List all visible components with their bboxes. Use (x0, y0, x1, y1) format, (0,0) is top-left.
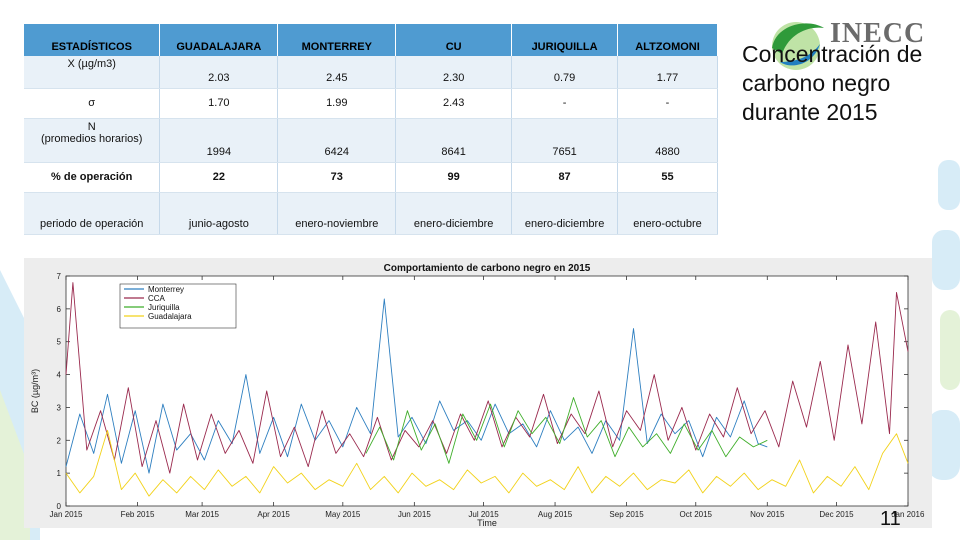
y-tick-label: 3 (57, 403, 62, 412)
y-tick-label: 7 (57, 272, 62, 281)
chart-title: Comportamiento de carbono negro en 2015 (384, 263, 591, 274)
chart-container: Comportamiento de carbono negro en 2015 0… (24, 258, 932, 528)
table-cell: 22 (159, 162, 279, 193)
x-tick-label: Mar 2015 (185, 510, 219, 519)
y-axis-title: BC (µg/m³) (30, 369, 40, 413)
table-cell: 8641 (395, 118, 513, 163)
y-tick-label: 4 (57, 371, 62, 380)
x-tick-label: Oct 2015 (680, 510, 713, 519)
table-cell: 87 (511, 162, 619, 193)
leaf-globe-icon (772, 22, 824, 70)
legend-label: Guadalajara (148, 312, 192, 321)
table-header-cell: GUADALAJARA (159, 24, 279, 56)
x-tick-label: Jun 2015 (398, 510, 431, 519)
x-tick-label: Aug 2015 (538, 510, 573, 519)
table-cell: 1994 (159, 118, 279, 163)
table-cell: 1.70 (159, 88, 279, 119)
table-cell: 4880 (617, 118, 718, 163)
table-header-row: ESTADÍSTICOS GUADALAJARA MONTERREY CU JU… (24, 24, 718, 56)
statistics-table: ESTADÍSTICOS GUADALAJARA MONTERREY CU JU… (24, 24, 718, 235)
legend-label: Monterrey (148, 285, 184, 294)
table-row: σ 1.70 1.99 2.43 - - (24, 88, 718, 119)
table-cell: junio-agosto (159, 192, 279, 235)
x-tick-label: Jan 2015 (50, 510, 83, 519)
table-row: % de operación 22 73 99 87 55 (24, 162, 718, 193)
y-tick-label: 5 (57, 338, 62, 347)
y-tick-label: 6 (57, 305, 62, 314)
table-row: N (promedios horarios) 1994 6424 8641 76… (24, 118, 718, 163)
table-cell: 1.77 (617, 56, 718, 89)
row-label: N (promedios horarios) (24, 118, 161, 163)
table-header-cell: ALTZOMONI (617, 24, 718, 56)
table-cell: 6424 (277, 118, 397, 163)
y-tick-label: 0 (57, 502, 62, 511)
series-line-guadalajara (65, 429, 909, 497)
x-axis-title: Time (477, 518, 497, 528)
x-tick-label: Jan 2016 (892, 510, 925, 519)
x-tick-label: Nov 2015 (750, 510, 785, 519)
x-tick-label: Feb 2015 (121, 510, 155, 519)
table-cell: 2.45 (277, 56, 397, 89)
table-header-cell: JURIQUILLA (511, 24, 619, 56)
table-cell: 2.30 (395, 56, 513, 89)
x-tick-label: May 2015 (325, 510, 361, 519)
table-header-cell: MONTERREY (277, 24, 397, 56)
table-cell: 55 (617, 162, 718, 193)
table-cell: 99 (395, 162, 513, 193)
x-tick-label: Sep 2015 (609, 510, 644, 519)
logo-text: INECC (830, 18, 926, 49)
series-line-monterrey (65, 298, 768, 474)
table-cell: enero-octubre (617, 192, 718, 235)
x-tick-label: Dec 2015 (819, 510, 854, 519)
y-tick-label: 1 (57, 469, 62, 478)
table-row: X (µg/m3) 2.03 2.45 2.30 0.79 1.77 (24, 56, 718, 89)
row-label: X (µg/m3) (24, 56, 161, 89)
page-number: 11 (880, 508, 901, 530)
legend-label: CCA (148, 294, 166, 303)
table-header-cell: ESTADÍSTICOS (24, 24, 161, 56)
series-line-cca (65, 282, 909, 474)
table-cell: enero-diciembre (395, 192, 513, 235)
row-label: σ (24, 88, 161, 119)
legend-box (119, 283, 237, 329)
table-row: periodo de operación junio-agosto enero-… (24, 192, 718, 235)
table-header-cell: CU (395, 24, 513, 56)
row-label: % de operación (24, 162, 161, 193)
table-cell: 73 (277, 162, 397, 193)
y-tick-label: 2 (57, 436, 62, 445)
legend-label: Juriquilla (148, 303, 180, 312)
black-carbon-line-chart: Comportamiento de carbono negro en 2015 0… (30, 263, 925, 528)
table-cell: - (511, 88, 619, 119)
table-cell: 1.99 (277, 88, 397, 119)
row-label: periodo de operación (24, 192, 161, 235)
table-cell: 2.03 (159, 56, 279, 89)
series-line-juriquilla (365, 397, 768, 464)
table-cell: - (617, 88, 718, 119)
table-cell: enero-diciembre (511, 192, 619, 235)
table-cell: enero-noviembre (277, 192, 397, 235)
x-tick-label: Apr 2015 (257, 510, 290, 519)
inecc-logo: INECC (762, 14, 932, 76)
table-cell: 7651 (511, 118, 619, 163)
x-tick-label: Jul 2015 (468, 510, 499, 519)
table-cell: 0.79 (511, 56, 619, 89)
table-cell: 2.43 (395, 88, 513, 119)
slide-title: Concentración de carbono negro durante 2… (742, 41, 923, 125)
